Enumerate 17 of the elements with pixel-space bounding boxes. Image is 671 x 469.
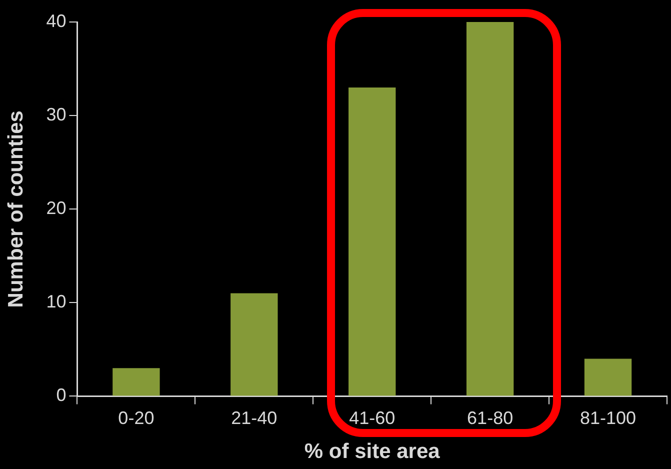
- x-tick-label: 21-40: [231, 408, 278, 428]
- x-tick-label: 61-80: [467, 408, 514, 428]
- x-tick-label: 0-20: [118, 408, 154, 428]
- y-tick-label: 0: [56, 385, 66, 406]
- y-tick-label: 40: [46, 10, 66, 31]
- x-tick-label: 81-100: [580, 408, 636, 428]
- x-axis-title: % of site area: [304, 440, 440, 464]
- y-tick-label: 10: [46, 292, 66, 312]
- bar: [230, 293, 278, 396]
- y-tick-label: 20: [46, 198, 66, 218]
- bar: [584, 358, 632, 396]
- bar: [348, 87, 396, 396]
- bar: [112, 368, 160, 396]
- y-axis-title: Number of counties: [4, 110, 28, 308]
- bar: [466, 22, 514, 396]
- x-tick-label: 41-60: [349, 408, 396, 428]
- y-tick-label: 30: [46, 104, 66, 125]
